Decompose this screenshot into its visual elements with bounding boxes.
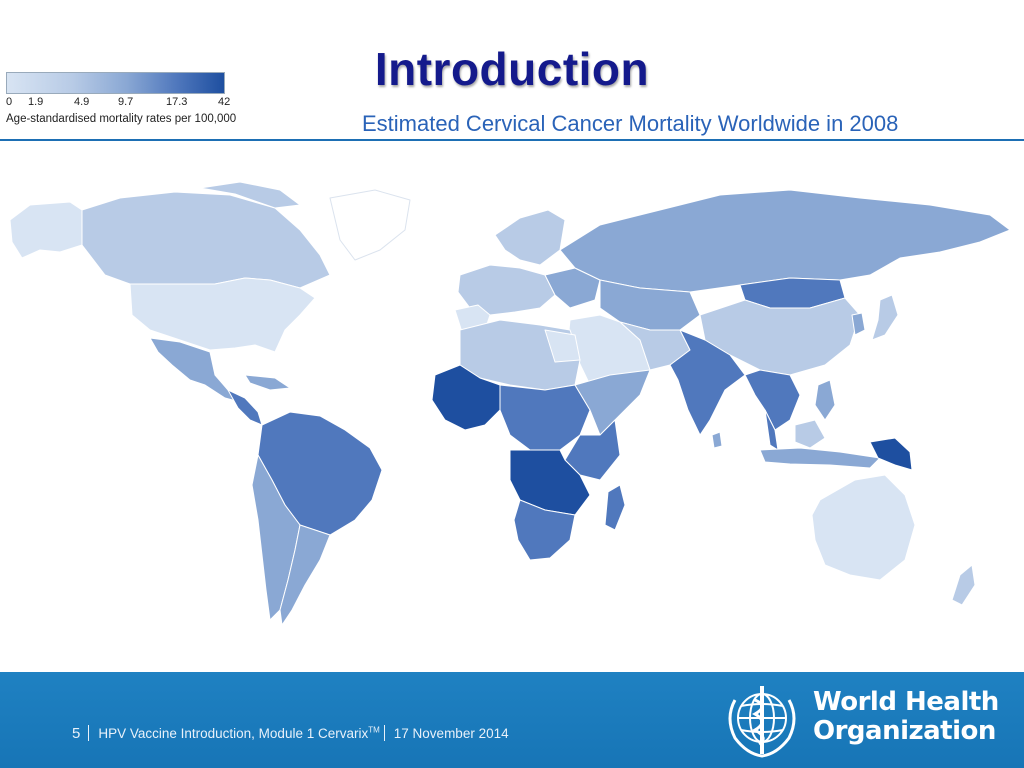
region-philippines	[814, 379, 836, 421]
footer-separator	[88, 725, 90, 741]
region-madagascar	[604, 484, 626, 531]
module-text: HPV Vaccine Introduction, Module 1 Cerva…	[98, 726, 369, 741]
region-central-america	[227, 389, 263, 426]
slide-footer: 5 HPV Vaccine Introduction, Module 1 Cerv…	[0, 672, 1024, 768]
world-map	[9, 181, 1011, 626]
legend-caption: Age-standardised mortality rates per 100…	[6, 113, 237, 125]
map-title: Estimated Cervical Cancer Mortality Worl…	[362, 111, 899, 136]
region-caribbean	[244, 374, 291, 391]
who-line2: Organization	[813, 716, 996, 746]
legend-ticks: 0 1.9 4.9 9.7 17.3 42	[6, 96, 296, 110]
region-scandinavia	[494, 209, 566, 266]
region-borneo	[794, 419, 826, 449]
who-emblem-icon	[728, 686, 796, 758]
region-japan	[871, 294, 899, 341]
region-southern-central-africa	[509, 449, 591, 516]
region-russia	[559, 189, 1011, 293]
region-egypt	[544, 329, 581, 363]
legend-tick: 0	[6, 96, 13, 108]
region-new-zealand	[951, 564, 976, 606]
region-korea	[851, 312, 866, 336]
region-central-africa	[499, 384, 591, 451]
region-sri-lanka	[711, 431, 723, 449]
region-southeast-asia	[744, 369, 801, 431]
legend-tick: 42	[218, 96, 231, 108]
footer-info: 5 HPV Vaccine Introduction, Module 1 Cerv…	[72, 725, 509, 742]
region-australia	[811, 474, 916, 581]
region-canada	[81, 191, 331, 289]
region-mexico	[149, 337, 241, 403]
region-canada-islands	[199, 181, 301, 209]
trademark: TM	[368, 725, 380, 735]
legend-tick: 1.9	[28, 96, 44, 108]
slide-title: Introduction	[374, 43, 650, 95]
legend-tick: 17.3	[166, 96, 188, 108]
map-legend: 0 1.9 4.9 9.7 17.3 42 Age-standardised m…	[6, 72, 296, 125]
region-west-africa	[431, 364, 501, 431]
legend-color-scale	[6, 72, 225, 94]
region-papua-new-guinea	[869, 437, 913, 471]
footer-date: 17 November 2014	[393, 726, 509, 741]
region-usa	[129, 277, 316, 353]
region-indonesia	[759, 447, 881, 469]
legend-tick: 4.9	[74, 96, 90, 108]
region-south-cone	[279, 524, 331, 626]
title-divider	[0, 139, 1024, 141]
region-western-europe	[457, 264, 556, 316]
page-number: 5	[72, 725, 81, 742]
who-line1: World Health	[813, 687, 999, 717]
region-greenland	[329, 189, 411, 261]
footer-separator	[383, 725, 385, 741]
who-logo-text: World Health Organization	[813, 688, 999, 746]
region-southern-africa	[513, 499, 576, 561]
region-alaska	[9, 201, 83, 259]
region-india	[669, 329, 746, 436]
region-horn-of-africa	[574, 369, 651, 436]
legend-tick: 9.7	[118, 96, 134, 108]
